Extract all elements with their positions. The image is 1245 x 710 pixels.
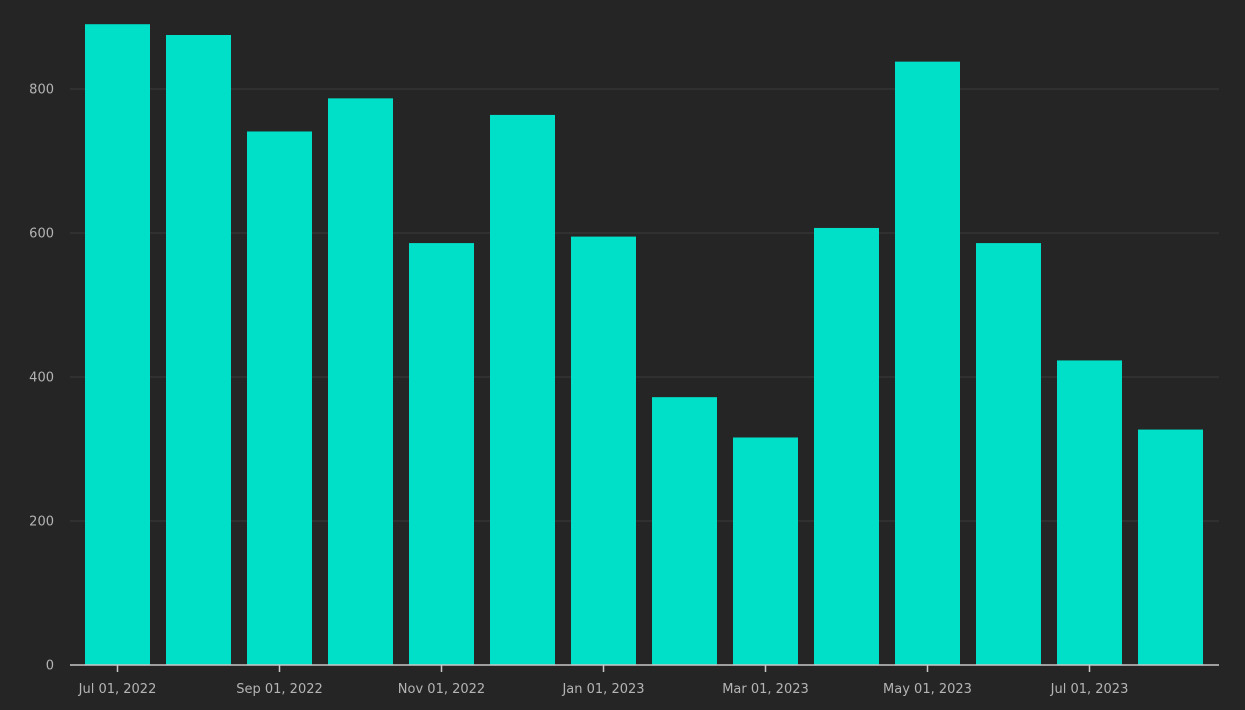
bar-2023-07-01[interactable] (1057, 360, 1122, 665)
y-axis-ticks: 0 200 400 600 800 (29, 83, 54, 674)
x-tick-label: Jul 01, 2022 (78, 682, 157, 697)
bar-2022-07-01[interactable] (85, 24, 150, 665)
y-tick-label: 800 (29, 83, 54, 98)
x-tick-label: Nov 01, 2022 (398, 682, 485, 697)
x-axis-ticks: Jul 01, 2022 Sep 01, 2022 Nov 01, 2022 Jan … (78, 665, 1129, 697)
y-tick-label: 200 (29, 515, 54, 530)
bar-2022-08-01[interactable] (166, 35, 231, 665)
x-tick-label: Mar 01, 2023 (722, 682, 809, 697)
x-tick-label: Sep 01, 2022 (236, 682, 323, 697)
bar-2023-01-01[interactable] (571, 236, 636, 665)
bar-2022-10-01[interactable] (328, 98, 393, 666)
bar-2023-04-01[interactable] (814, 227, 879, 665)
x-tick-label: Jul 01, 2023 (1050, 682, 1129, 697)
bars (85, 24, 1203, 666)
y-tick-label: 400 (29, 371, 54, 386)
bar-2023-05-01[interactable] (895, 61, 960, 665)
x-tick-label: Jan 01, 2023 (561, 682, 644, 697)
y-tick-label: 0 (46, 659, 54, 674)
bar-2023-03-01[interactable] (733, 437, 798, 665)
bar-2022-12-01[interactable] (490, 114, 555, 666)
bar-2022-11-01[interactable] (409, 243, 474, 665)
x-tick-label: May 01, 2023 (883, 682, 972, 697)
bar-2023-02-01[interactable] (652, 397, 717, 665)
bar-2023-06-01[interactable] (976, 243, 1041, 665)
bar-2022-09-01[interactable] (247, 131, 312, 666)
bar-2023-08-01[interactable] (1138, 429, 1203, 665)
y-tick-label: 600 (29, 227, 54, 242)
